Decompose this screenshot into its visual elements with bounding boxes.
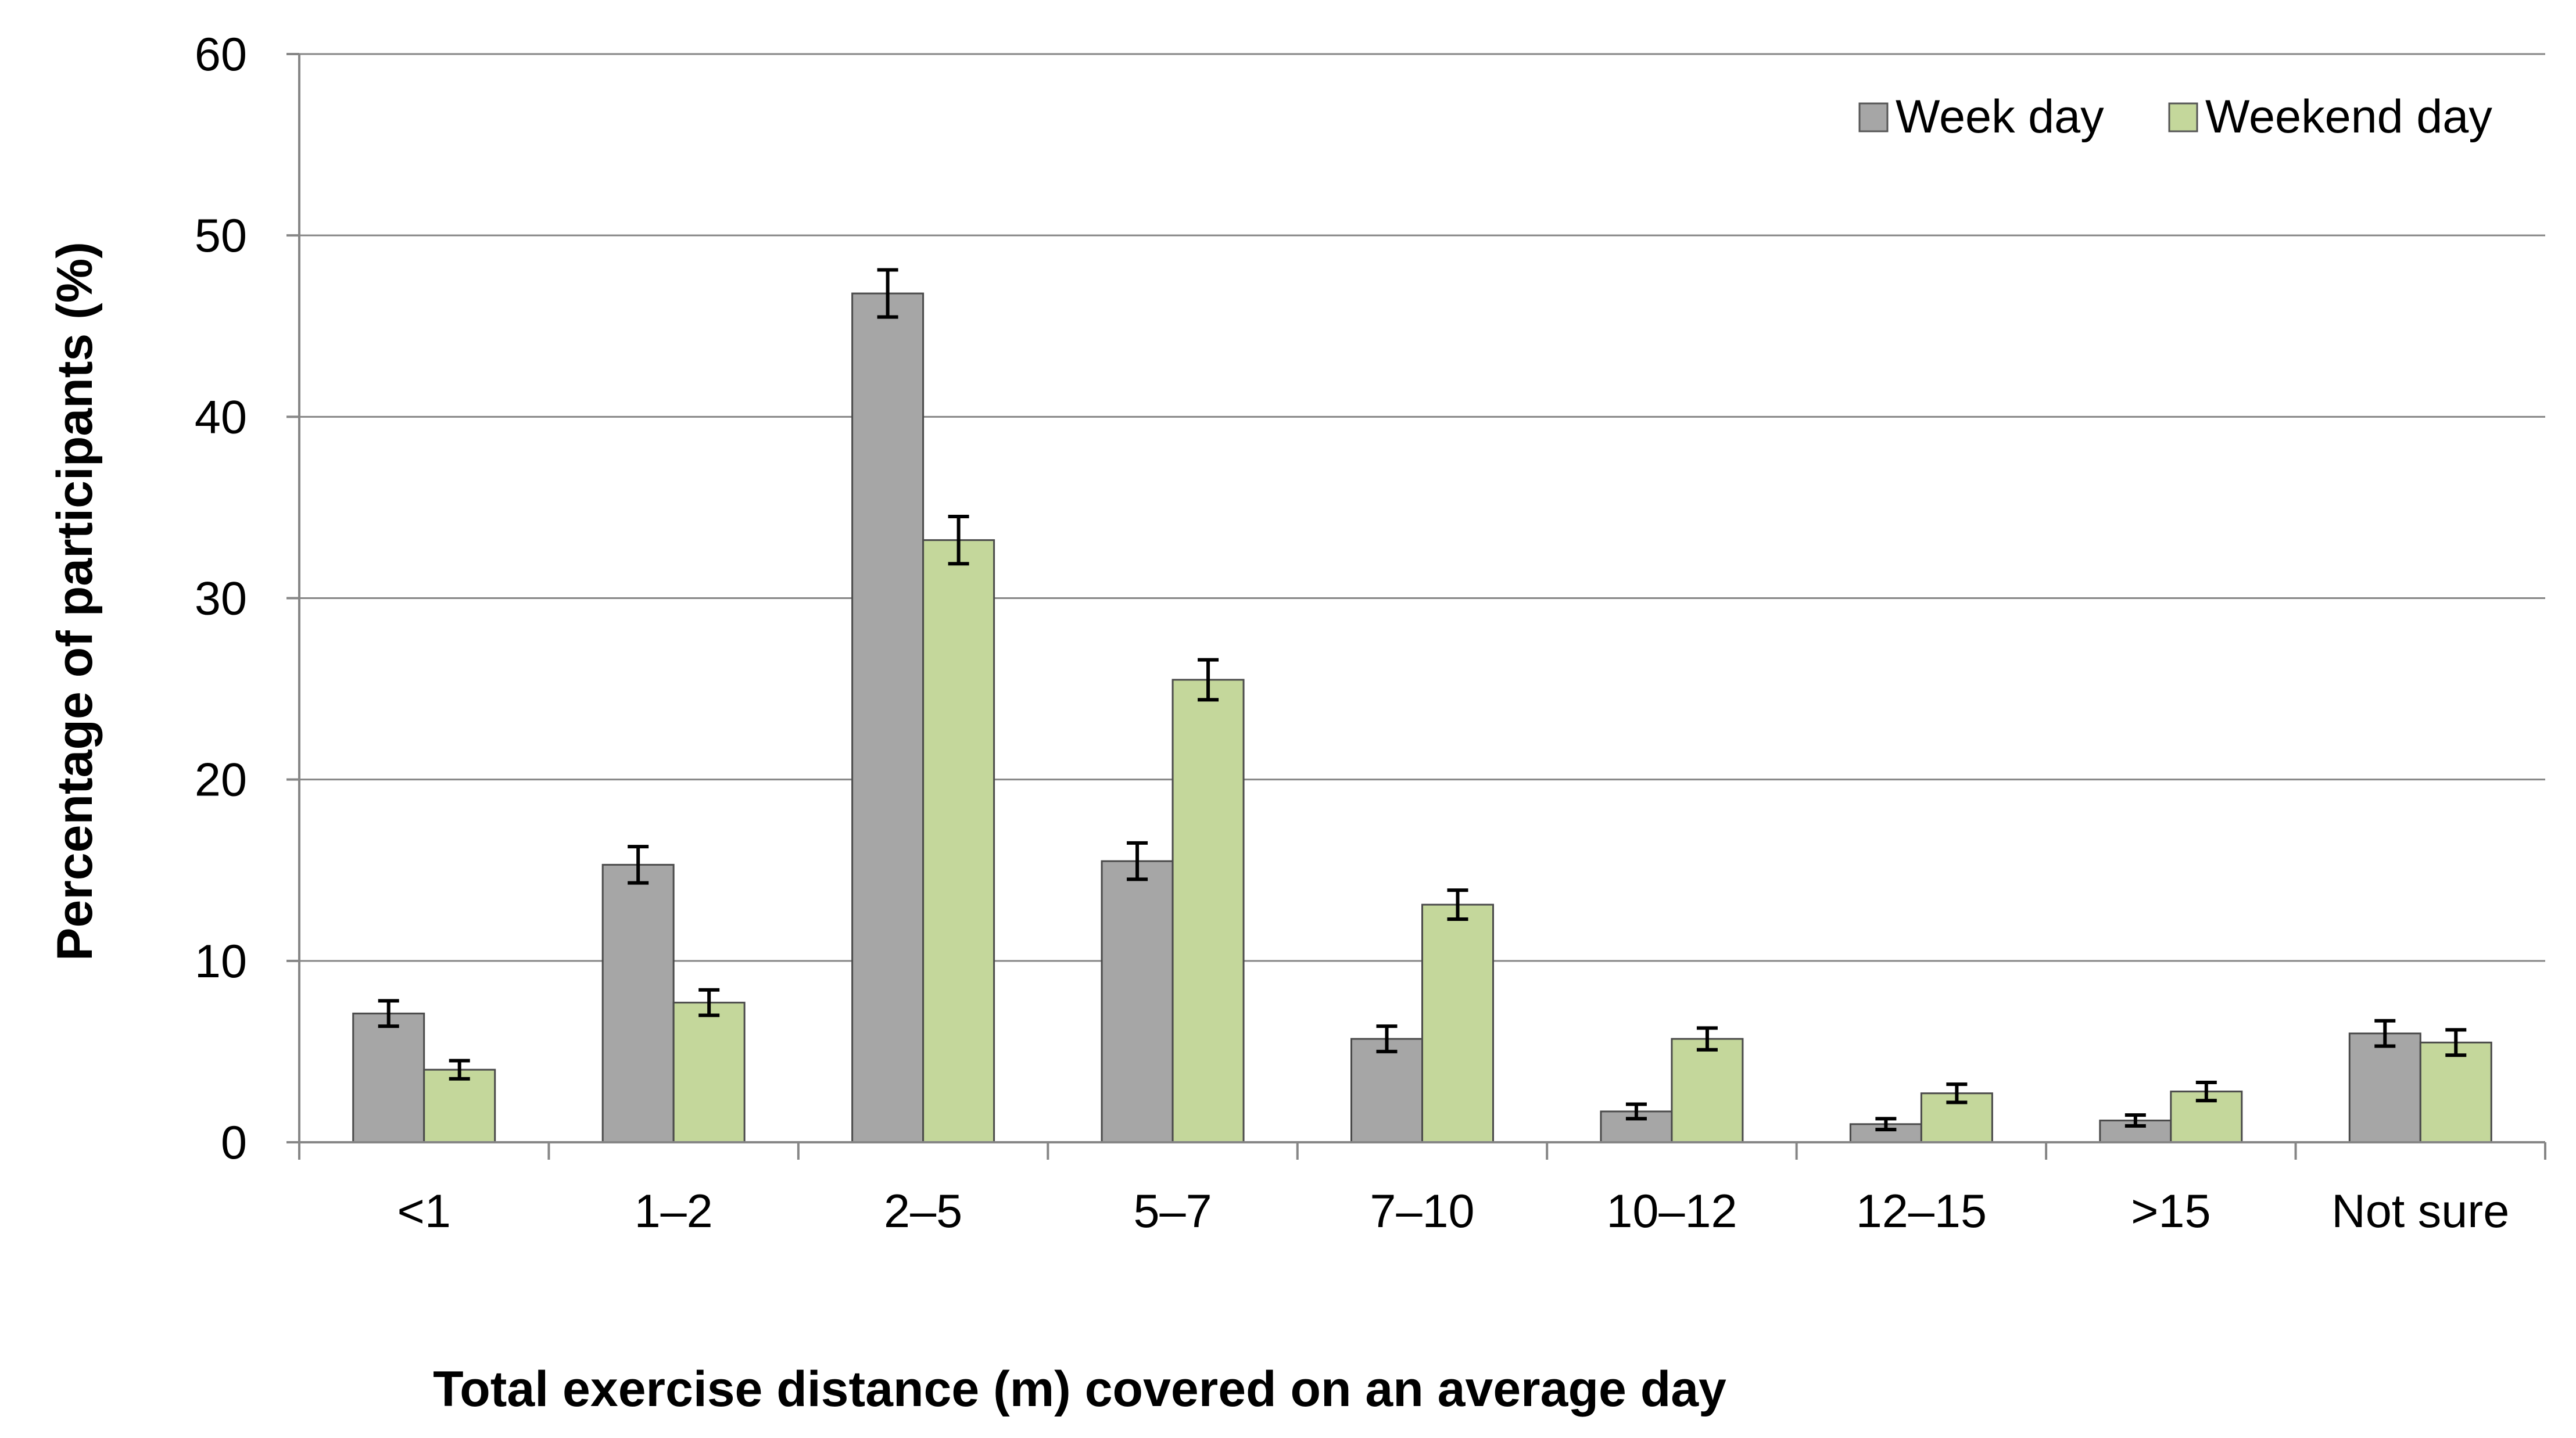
gridlines xyxy=(299,53,2545,962)
y-axis-title: Percentage of participants (%) xyxy=(47,242,103,961)
legend-label-week-day: Week day xyxy=(1896,91,2104,143)
x-tick-label-2: 2–5 xyxy=(884,1185,962,1238)
y-tick-label-10: 10 xyxy=(195,935,247,988)
bar-weekend-day-4 xyxy=(1421,903,1494,1143)
x-tick-label-1: 1–2 xyxy=(635,1185,713,1238)
bar-weekend-day-8 xyxy=(2419,1041,2492,1143)
x-tick-label-3: 5–7 xyxy=(1133,1185,1212,1238)
bar-weekend-day-2 xyxy=(922,539,995,1143)
x-axis-title: Total exercise distance (m) covered on a… xyxy=(433,1361,1726,1417)
y-tick-labels: 0 10 20 30 40 50 60 xyxy=(195,28,247,1169)
bar-week-day-4 xyxy=(1350,1038,1423,1143)
y-tick-label-20: 20 xyxy=(195,754,247,806)
x-tick-label-5: 10–12 xyxy=(1606,1185,1737,1238)
x-tick-label-0: <1 xyxy=(397,1185,451,1238)
y-tick-label-30: 30 xyxy=(195,573,247,625)
y-tick-label-50: 50 xyxy=(195,210,247,262)
x-tick-labels: <1 1–2 2–5 5–7 7–10 10–12 12–15 >15 Not sure xyxy=(397,1185,2510,1238)
bar-week-day-2 xyxy=(851,292,925,1143)
bar-weekend-day-1 xyxy=(672,1002,746,1143)
bar-week-day-8 xyxy=(2348,1032,2421,1143)
bar-week-day-0 xyxy=(352,1012,425,1143)
y-tick-label-40: 40 xyxy=(195,391,247,443)
axes xyxy=(286,53,2546,1160)
x-tick-label-8: Not sure xyxy=(2331,1185,2509,1238)
legend-swatch-week-day xyxy=(1858,102,1889,132)
legend-label-weekend-day: Weekend day xyxy=(2205,91,2492,143)
bar-weekend-day-0 xyxy=(423,1068,496,1143)
error-bars xyxy=(378,268,2467,1132)
bar-week-day-1 xyxy=(601,863,675,1143)
y-tick-label-60: 60 xyxy=(195,28,247,81)
legend-swatch-weekend-day xyxy=(2168,102,2198,132)
x-tick-label-4: 7–10 xyxy=(1370,1185,1474,1238)
y-tick-label-0: 0 xyxy=(221,1117,247,1169)
bar-weekend-day-3 xyxy=(1171,679,1245,1143)
x-tick-label-6: 12–15 xyxy=(1856,1185,1987,1238)
legend: Week day Weekend day xyxy=(1858,91,2492,143)
bars xyxy=(352,292,2492,1143)
x-tick-label-7: >15 xyxy=(2131,1185,2210,1238)
bar-week-day-3 xyxy=(1101,860,1174,1143)
bar-weekend-day-5 xyxy=(1671,1038,1744,1143)
